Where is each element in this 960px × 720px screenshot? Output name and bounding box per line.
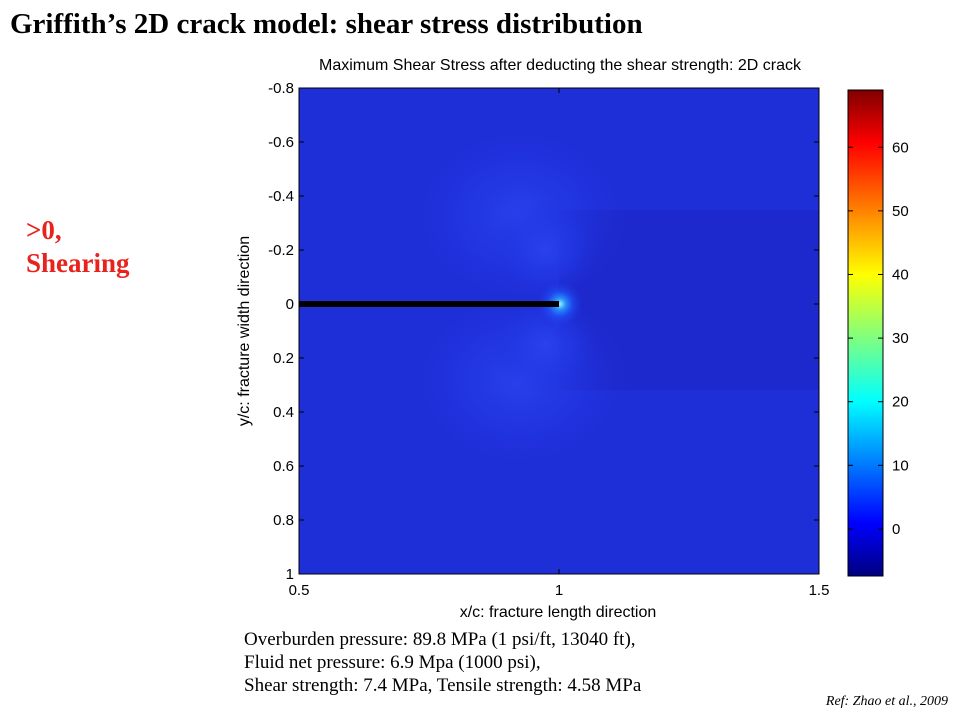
upper-inner-lobe [490,200,600,300]
y-tick-label: 0 [286,296,294,313]
caption-line-2: Fluid net pressure: 6.9 Mpa (1000 psi), [244,652,541,673]
x-tick-label: 1 [555,582,563,599]
colorbar-tick-label: 0 [892,521,900,538]
y-tick-label: 1 [286,566,294,583]
y-tick-label: -0.6 [268,134,294,151]
crack-tip-concentration [538,282,582,326]
annotation-line-1: >0, [26,215,62,245]
chart-title: Maximum Shear Stress after deducting the… [319,57,801,74]
y-axis: -0.8 -0.6 -0.4 -0.2 0 0.2 0.4 0.6 0.8 1 [268,80,819,583]
y-tick-label: 0.4 [273,404,294,421]
heatmap-field [299,88,819,574]
y-tick-label: 0.2 [273,350,294,367]
colorbar-tick-label: 10 [892,457,909,474]
colorbar-tick-label: 30 [892,330,909,347]
colorbar-frame [847,89,884,577]
y-tick-label: -0.2 [268,242,294,259]
reference-note: Ref: Zhao et al., 2009 [825,694,948,709]
caption-line-3: Shear strength: 7.4 MPa, Tensile strengt… [244,675,642,696]
x-tick-label: 0.5 [289,582,310,599]
colorbar-tick-label: 20 [892,394,909,411]
y-tick-label: -0.8 [268,80,294,97]
x-axis: 0.5 1 1.5 [289,88,830,599]
y-tick-label: 0.8 [273,512,294,529]
x-axis-label: x/c: fracture length direction [460,604,657,621]
colorbar-tick-label: 40 [892,266,909,283]
annotation-line-2: Shearing [26,248,130,278]
slide-title: Griffith’s 2D crack model: shear stress … [10,8,643,40]
x-tick-label: 1.5 [809,582,830,599]
colorbar-tick-label: 50 [892,203,909,220]
colorbar-tick-label: 60 [892,139,909,156]
parameters-caption: Overburden pressure: 89.8 MPa (1 psi/ft,… [244,628,641,697]
y-axis-label: y/c: fracture width direction [236,236,253,426]
y-tick-label: -0.4 [268,188,294,205]
colorbar-gradient [848,90,883,576]
y-tick-label: 0.6 [273,458,294,475]
shearing-annotation: >0, Shearing [26,214,130,280]
caption-line-1: Overburden pressure: 89.8 MPa (1 psi/ft,… [244,629,636,650]
colorbar-axis: 0 10 20 30 40 50 60 [848,139,909,538]
